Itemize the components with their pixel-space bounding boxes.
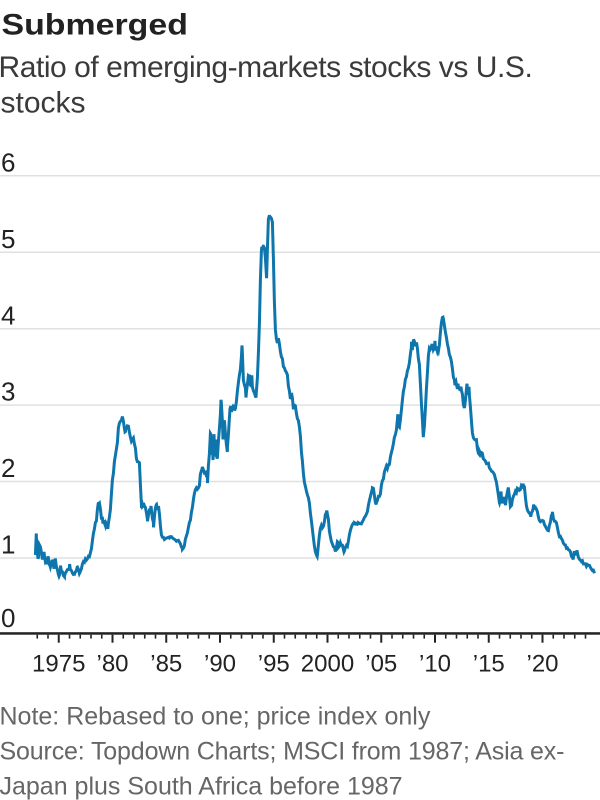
svg-text:Submerged: Submerged (2, 7, 188, 41)
svg-text:stocks: stocks (1, 87, 86, 120)
svg-text:Source: Topdown Charts; MSCI f: Source: Topdown Charts; MSCI from 1987; … (0, 738, 564, 766)
svg-text:2: 2 (1, 453, 15, 483)
svg-text:Ratio of emerging-markets stoc: Ratio of emerging-markets stocks vs U.S. (0, 51, 532, 84)
svg-text:3: 3 (1, 377, 15, 407)
svg-text:2000: 2000 (301, 650, 354, 677)
svg-text:5: 5 (1, 224, 15, 254)
svg-text:’90: ’90 (204, 650, 236, 677)
svg-text:6: 6 (1, 147, 15, 177)
svg-text:’15: ’15 (473, 650, 505, 677)
svg-text:’20: ’20 (526, 650, 558, 677)
svg-text:Japan plus South Africa before: Japan plus South Africa before 1987 (0, 773, 403, 800)
svg-text:’80: ’80 (96, 650, 128, 677)
svg-text:’05: ’05 (365, 650, 397, 677)
svg-text:’85: ’85 (150, 650, 182, 677)
svg-text:Note: Rebased to one; price in: Note: Rebased to one; price index only (0, 703, 431, 731)
svg-text:1: 1 (1, 530, 15, 560)
svg-text:’10: ’10 (419, 650, 451, 677)
svg-text:4: 4 (1, 300, 15, 330)
svg-text:0: 0 (1, 603, 15, 633)
svg-text:’95: ’95 (258, 650, 290, 677)
svg-text:1975: 1975 (32, 650, 85, 677)
